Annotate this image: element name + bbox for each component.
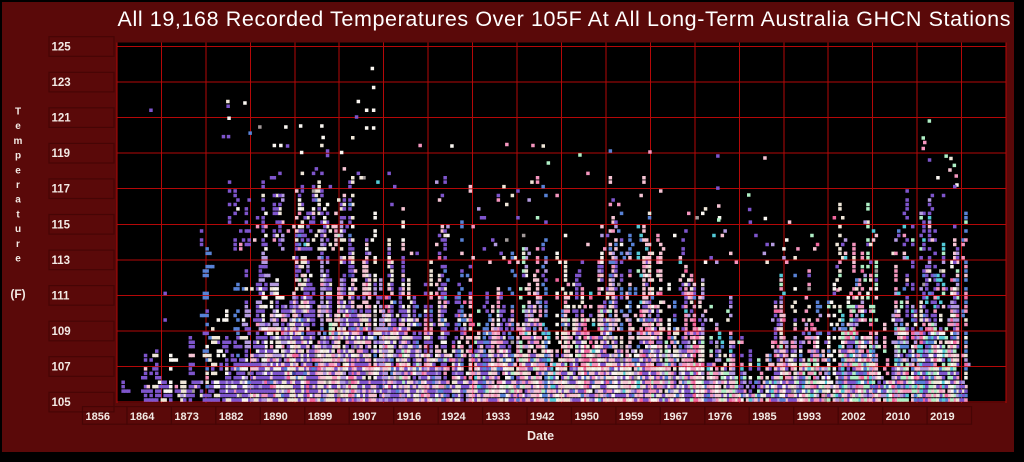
svg-text:1856: 1856 xyxy=(86,411,110,423)
svg-text:2019: 2019 xyxy=(930,411,954,423)
svg-text:e: e xyxy=(15,165,21,176)
svg-text:1890: 1890 xyxy=(263,411,287,423)
svg-text:1985: 1985 xyxy=(752,411,776,423)
svg-text:117: 117 xyxy=(52,184,71,196)
svg-text:109: 109 xyxy=(52,326,71,338)
svg-text:m: m xyxy=(14,136,23,147)
svg-text:1967: 1967 xyxy=(663,411,687,423)
svg-text:2002: 2002 xyxy=(841,411,865,423)
svg-text:1950: 1950 xyxy=(575,411,599,423)
svg-text:123: 123 xyxy=(52,77,71,89)
svg-text:1959: 1959 xyxy=(619,411,643,423)
svg-text:t: t xyxy=(16,209,20,220)
svg-text:1976: 1976 xyxy=(708,411,732,423)
svg-text:r: r xyxy=(16,180,20,191)
svg-text:Date: Date xyxy=(527,429,554,443)
svg-text:1924: 1924 xyxy=(441,411,466,423)
svg-text:2010: 2010 xyxy=(886,411,910,423)
svg-text:107: 107 xyxy=(52,362,71,374)
svg-text:113: 113 xyxy=(52,255,71,267)
svg-text:121: 121 xyxy=(52,113,72,125)
svg-text:T: T xyxy=(15,107,21,118)
svg-text:e: e xyxy=(15,121,21,132)
svg-text:119: 119 xyxy=(52,148,71,160)
svg-text:u: u xyxy=(15,224,21,235)
svg-text:a: a xyxy=(15,195,21,206)
svg-text:r: r xyxy=(16,239,20,250)
svg-text:1993: 1993 xyxy=(797,411,821,423)
svg-text:105: 105 xyxy=(52,397,72,409)
svg-text:1942: 1942 xyxy=(530,411,554,423)
svg-text:1882: 1882 xyxy=(219,411,243,423)
svg-text:All 19,168 Recorded Temperatur: All 19,168 Recorded Temperatures Over 10… xyxy=(118,7,1011,31)
svg-text:(F): (F) xyxy=(10,287,25,301)
svg-text:1873: 1873 xyxy=(174,411,198,423)
svg-text:125: 125 xyxy=(52,42,72,54)
svg-text:p: p xyxy=(15,151,21,162)
svg-text:1864: 1864 xyxy=(130,411,155,423)
svg-text:1933: 1933 xyxy=(486,411,510,423)
svg-text:115: 115 xyxy=(52,219,71,231)
svg-text:1916: 1916 xyxy=(397,411,421,423)
svg-text:e: e xyxy=(15,254,21,265)
svg-text:1907: 1907 xyxy=(352,411,376,423)
svg-text:1899: 1899 xyxy=(308,411,332,423)
svg-text:111: 111 xyxy=(52,290,71,302)
